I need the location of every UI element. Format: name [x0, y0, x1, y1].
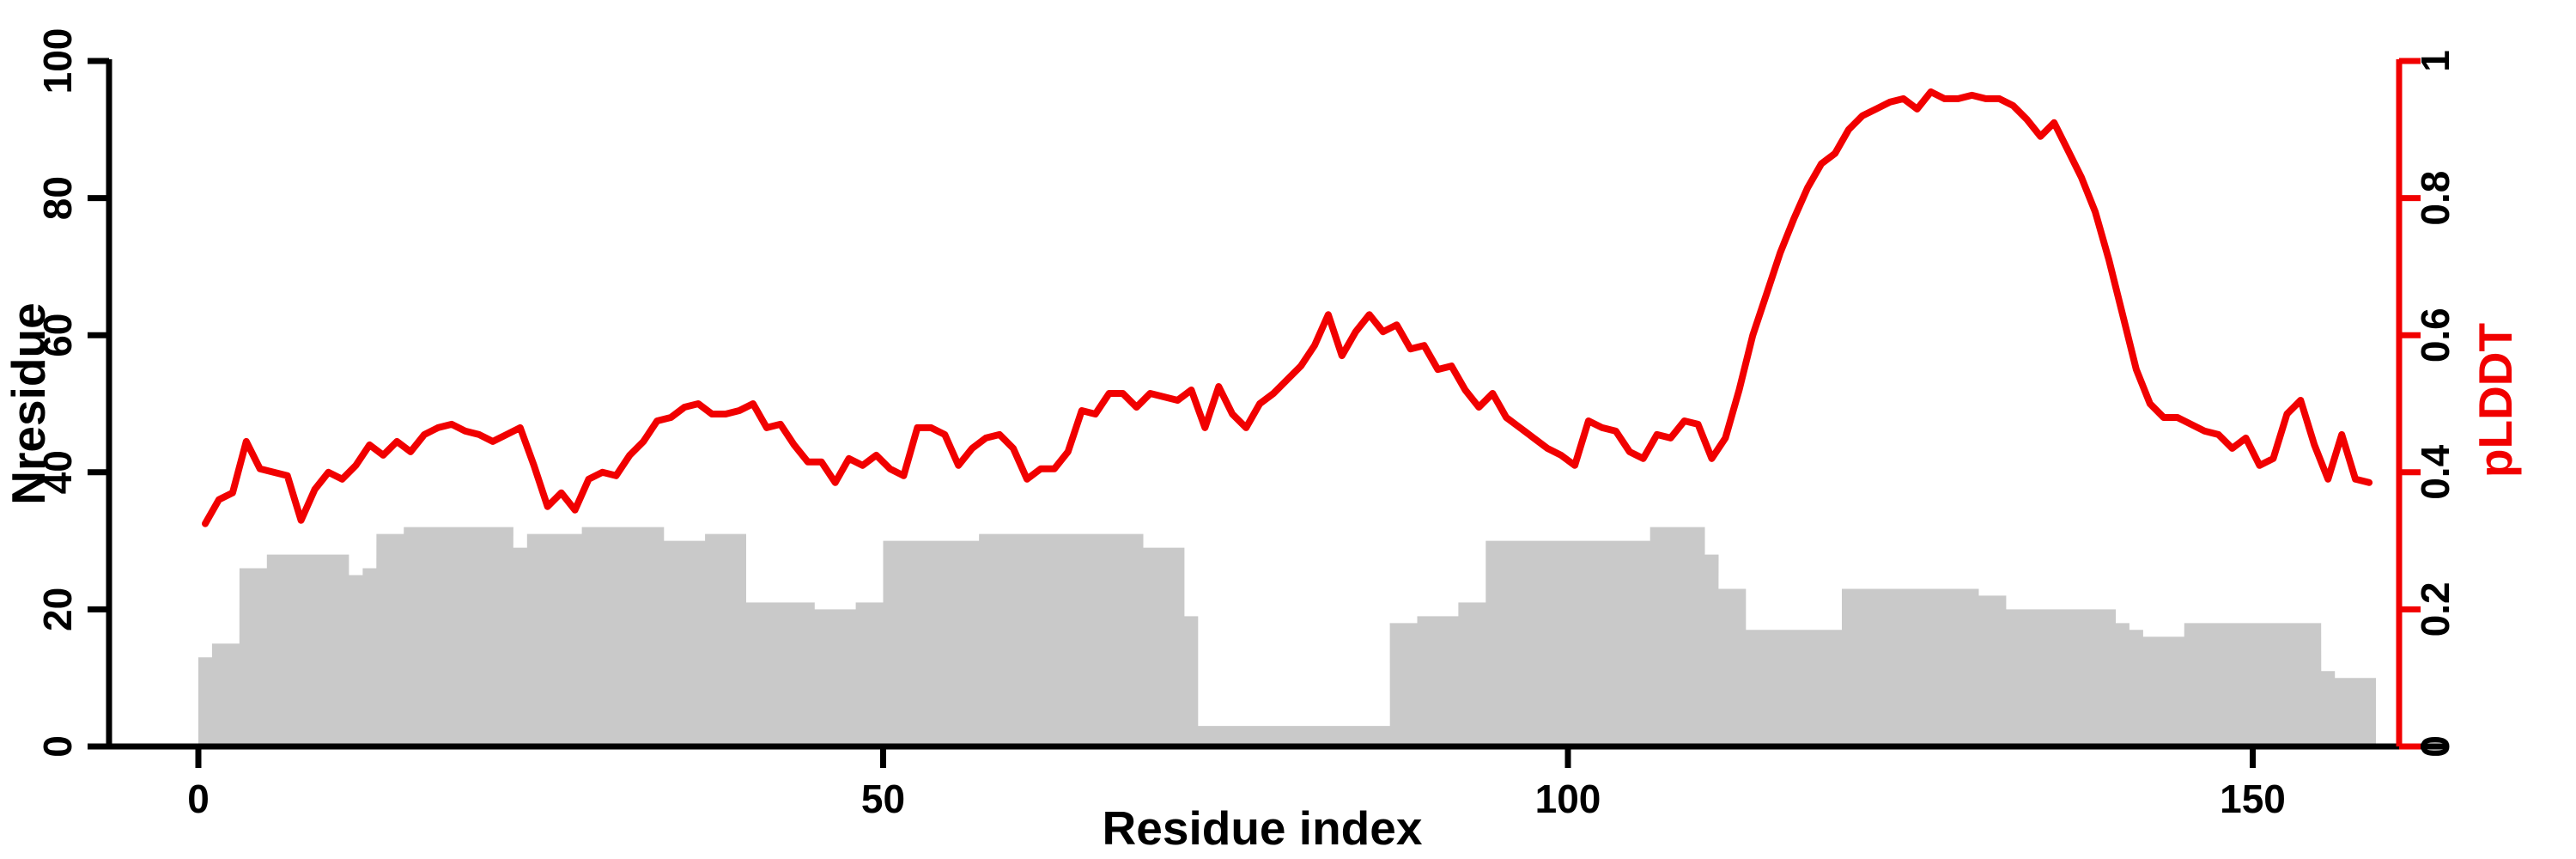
right-tick-label: 0 — [2413, 735, 2458, 758]
plddt-line — [202, 88, 2373, 527]
left-tick-label: 100 — [35, 28, 80, 94]
x-tick-label: 100 — [1535, 777, 1601, 821]
x-axis-title: Residue index — [1103, 801, 1423, 855]
right-tick-label: 0.2 — [2413, 582, 2458, 637]
left-tick-label: 80 — [35, 176, 80, 220]
right-axis-ticks: 0 0.2 0.4 0.6 0.8 1 — [2399, 50, 2458, 758]
nresidue-bars — [198, 527, 2376, 746]
x-axis-ticks: 0 50 100 150 — [187, 746, 2286, 821]
right-tick-label: 0.8 — [2413, 171, 2458, 226]
x-tick-label: 50 — [861, 777, 905, 821]
right-tick-label: 0.4 — [2413, 444, 2458, 499]
right-tick-label: 0.6 — [2413, 308, 2458, 362]
right-tick-label: 1 — [2413, 50, 2458, 72]
left-axis-ticks: 0 20 40 60 80 100 — [35, 28, 109, 758]
left-tick-label: 60 — [35, 314, 80, 357]
left-tick-label: 0 — [35, 735, 80, 758]
left-tick-label: 40 — [35, 450, 80, 494]
right-axis-title: pLDDT — [2469, 323, 2522, 478]
left-axis-title: Nresidue — [2, 302, 55, 504]
left-tick-label: 20 — [35, 588, 80, 631]
x-tick-label: 150 — [2220, 777, 2286, 821]
x-tick-label: 0 — [187, 777, 210, 821]
